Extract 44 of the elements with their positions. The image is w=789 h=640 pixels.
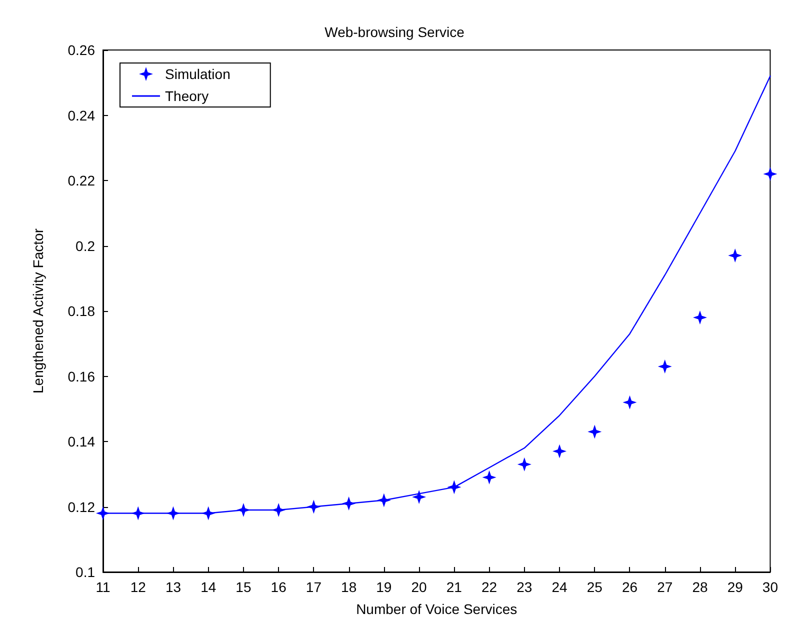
point	[692, 310, 707, 325]
x-tick-label: 19	[376, 579, 392, 595]
y-tick-label: 0.12	[68, 498, 96, 515]
point	[588, 424, 602, 439]
point	[517, 457, 532, 472]
y-tick-label: 0.22	[68, 172, 96, 188]
point	[552, 444, 567, 458]
y-tick-label: 0.18	[68, 303, 96, 319]
x-tick-label: 16	[270, 579, 287, 595]
point	[412, 490, 426, 504]
x-tick-label: 23	[516, 579, 532, 595]
x-tick-label: 21	[446, 579, 462, 595]
x-tick-label: 24	[552, 579, 568, 595]
y-tick-label: 0.14	[68, 434, 96, 450]
x-tick-label: 20	[411, 579, 428, 595]
x-tick-label: 11	[96, 579, 110, 595]
x-tick-label: 13	[165, 579, 182, 595]
point	[658, 359, 672, 374]
y-tick-label: 0.24	[68, 107, 96, 124]
point	[622, 395, 637, 410]
x-tick-label: 18	[341, 579, 357, 595]
x-tick-label: 25	[586, 579, 603, 595]
y-tick-label: 0.26	[68, 42, 96, 58]
y-tick-label: 0.16	[68, 368, 96, 384]
legend-label: Theory	[165, 88, 209, 104]
point	[763, 166, 778, 181]
x-tick-label: 27	[657, 579, 673, 595]
x-axis-title: Number of Voice Services	[356, 601, 518, 617]
legend-label: Simulation	[165, 66, 230, 82]
x-tick-label: 26	[622, 579, 638, 595]
y-tick-label: 0.2	[76, 238, 96, 254]
y-axis-title: Lengthened Activity Factor	[30, 228, 46, 394]
point	[728, 248, 742, 263]
x-tick-label: 14	[200, 579, 216, 595]
x-tick-label: 15	[236, 579, 252, 595]
x-tick-label: 28	[692, 579, 708, 595]
x-tick-label: 22	[481, 579, 498, 595]
x-tick-label: 17	[306, 579, 322, 595]
x-tick-label: 29	[727, 579, 744, 595]
x-tick-label: 30	[762, 579, 778, 595]
x-tick-label: 12	[130, 579, 146, 595]
point	[482, 470, 496, 484]
chart-title: Web-browsing Service	[324, 24, 465, 40]
y-tick-label: 0.1	[76, 564, 96, 580]
